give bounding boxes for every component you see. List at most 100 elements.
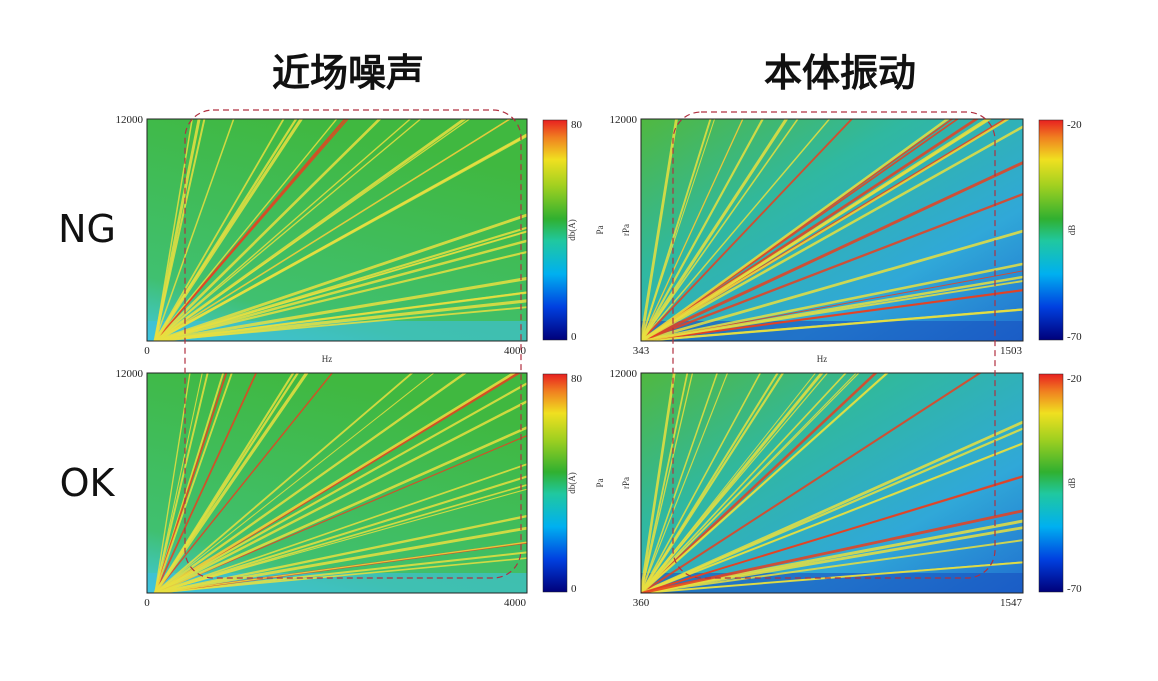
order-line — [154, 483, 527, 593]
order-line — [154, 373, 435, 593]
order-line — [641, 119, 744, 341]
order-line — [154, 551, 527, 593]
colorbar — [1038, 119, 1064, 341]
highlight-region — [184, 109, 522, 579]
order-line — [641, 427, 1023, 593]
order-line — [641, 119, 678, 341]
colorbar-min: -70 — [1067, 583, 1082, 595]
order-line — [154, 488, 527, 593]
order-line — [641, 229, 1023, 341]
order-line — [154, 435, 527, 593]
order-line — [154, 373, 295, 593]
plot-frame — [146, 372, 528, 594]
order-line — [154, 514, 527, 593]
order-line — [641, 373, 878, 593]
column-title: 近场噪声 — [272, 51, 424, 95]
colorbar-max: -20 — [1067, 119, 1082, 131]
order-line — [641, 119, 764, 341]
order-line — [641, 119, 979, 341]
x-min-label: 0 — [144, 345, 150, 357]
colorbar — [542, 119, 568, 341]
order-line — [154, 373, 468, 593]
order-line — [154, 226, 527, 341]
order-line — [641, 519, 1023, 593]
order-line — [154, 373, 225, 593]
order-line — [154, 373, 209, 593]
y-max-label: 12000 — [116, 368, 144, 380]
order-line — [154, 250, 527, 341]
order-line — [154, 133, 527, 341]
order-line — [641, 373, 817, 593]
colorbar-unit: dB — [1067, 478, 1077, 489]
order-line — [641, 526, 1023, 593]
order-line — [641, 420, 1023, 593]
order-line — [154, 119, 347, 341]
order-line — [641, 373, 762, 593]
order-line — [154, 373, 258, 593]
order-line — [154, 373, 334, 593]
y-unit: Pa — [595, 478, 605, 487]
order-line — [153, 119, 201, 341]
order-line — [154, 119, 285, 341]
order-line — [154, 119, 338, 341]
order-line — [641, 119, 1011, 341]
order-line — [154, 382, 527, 593]
order-line — [641, 373, 982, 593]
order-line — [641, 119, 831, 341]
order-line — [641, 275, 1023, 341]
order-line — [641, 119, 991, 341]
x-max-label: 1503 — [1000, 345, 1023, 357]
order-line — [641, 119, 854, 341]
order-line — [641, 539, 1023, 593]
x-max-label: 4000 — [504, 345, 527, 357]
y-max-label: 12000 — [116, 114, 144, 126]
order-line — [641, 373, 860, 593]
x-min-label: 360 — [633, 597, 650, 609]
order-line — [154, 119, 235, 341]
order-line — [154, 291, 527, 341]
order-line — [641, 373, 857, 593]
order-line — [641, 373, 689, 593]
order-line — [641, 119, 716, 341]
order-line — [641, 373, 785, 593]
colorbar — [1038, 373, 1064, 593]
order-line — [154, 373, 300, 593]
row-label: OK — [60, 461, 116, 505]
order-line — [641, 270, 1023, 341]
x-unit: Hz — [322, 354, 333, 364]
spectrogram-bg — [147, 119, 527, 341]
order-line — [154, 475, 527, 593]
order-line — [153, 373, 309, 593]
plot-frame — [640, 118, 1024, 342]
order-line — [154, 230, 527, 341]
x-max-label: 4000 — [504, 597, 527, 609]
order-line — [154, 426, 527, 593]
y-unit: rPa — [621, 224, 631, 236]
highlight-region — [672, 111, 996, 579]
colorbar-min: 0 — [571, 583, 577, 595]
column-title: 本体振动 — [764, 51, 916, 95]
order-line — [154, 119, 206, 341]
order-line — [641, 509, 1023, 593]
order-line — [641, 373, 847, 593]
colorbar-min: 0 — [571, 331, 577, 343]
y-unit: rPa — [621, 477, 631, 489]
order-line — [641, 308, 1023, 341]
order-line — [641, 561, 1023, 593]
order-line — [641, 160, 1023, 341]
order-line — [154, 119, 467, 341]
order-line — [154, 373, 203, 593]
row-label: NG — [58, 207, 116, 251]
order-line — [154, 119, 382, 341]
order-line — [641, 262, 1023, 341]
order-line — [641, 373, 888, 593]
order-line — [154, 276, 527, 341]
order-line — [154, 373, 228, 593]
order-line — [154, 541, 527, 593]
spectrogram — [147, 119, 527, 341]
order-line — [154, 213, 527, 341]
order-line — [154, 119, 422, 341]
colorbar-unit: db(A) — [567, 219, 577, 241]
order-line — [153, 119, 304, 341]
